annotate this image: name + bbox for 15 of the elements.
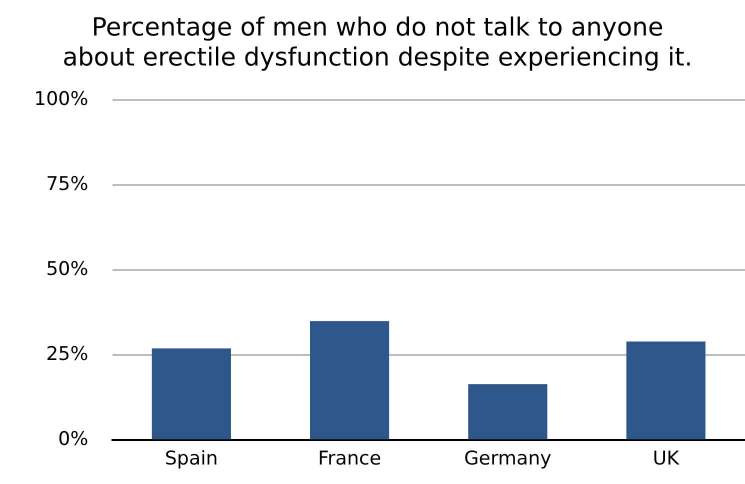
bar: [310, 321, 390, 440]
y-tick-label: 0%: [58, 428, 88, 450]
y-tick-label: 50%: [46, 258, 88, 280]
y-tick-label: 100%: [34, 88, 88, 110]
x-tick-label: Spain: [164, 448, 218, 470]
text: about erectile dysfunction despite experiencing it.: [62, 42, 692, 72]
x-tick-label: Germany: [464, 448, 552, 470]
bar: [468, 384, 548, 440]
x-tick-label: France: [318, 448, 382, 470]
bar: [626, 342, 706, 440]
y-tick-label: 25%: [46, 343, 88, 366]
y-tick-label: 75%: [46, 172, 88, 195]
bar: [152, 348, 231, 440]
text: Percentage of men who do not talk to anyone: [92, 12, 664, 42]
x-tick-label: UK: [652, 448, 680, 470]
